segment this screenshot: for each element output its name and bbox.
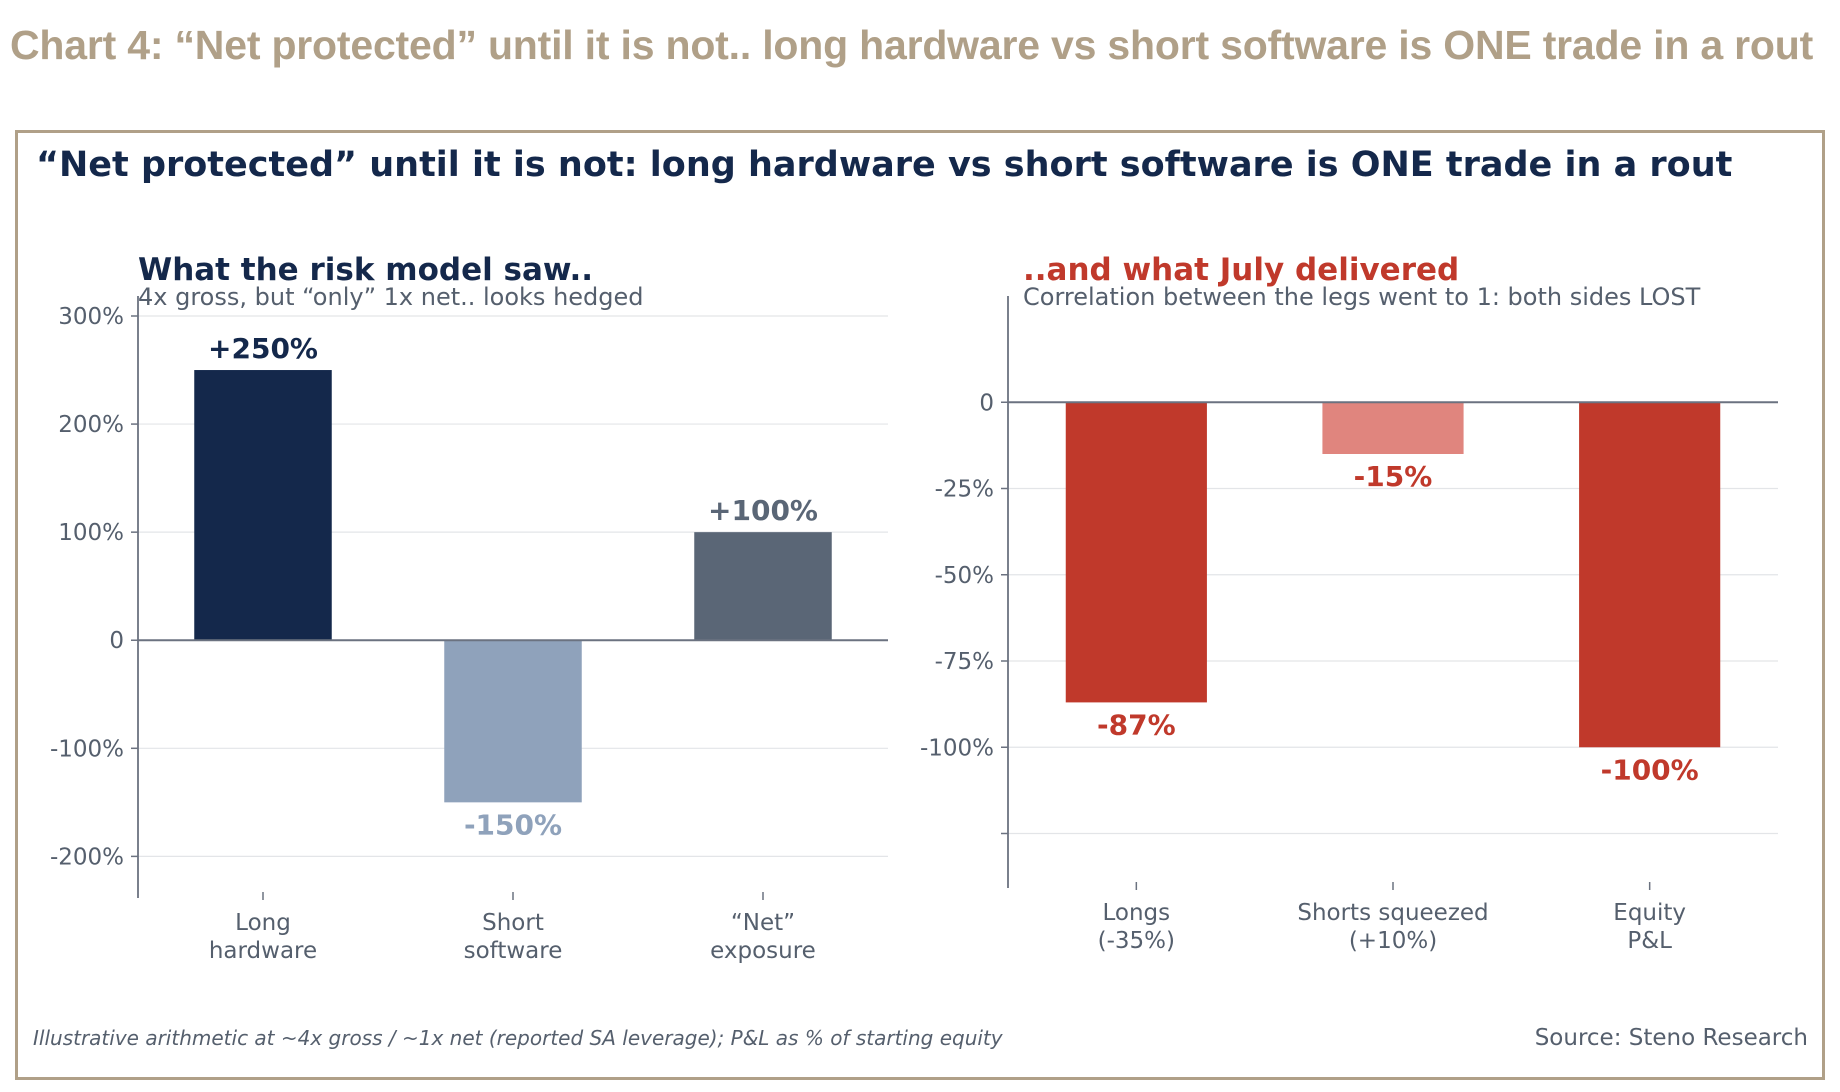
figure-frame: “Net protected” until it is not: long ha… xyxy=(15,130,1825,1080)
right-panel-title: ..and what July delivered xyxy=(1023,252,1459,288)
footnote: Illustrative arithmetic at ~4x gross / ~… xyxy=(33,1026,1004,1050)
right-category-label: (+10%) xyxy=(1349,928,1437,954)
source-note: Source: Steno Research xyxy=(1535,1025,1808,1051)
right-ytick-label: -25% xyxy=(935,477,994,503)
right-value-label: -15% xyxy=(1354,460,1433,493)
left-panel-subtitle: 4x gross, but “only” 1x net.. looks hedg… xyxy=(138,283,644,311)
left-value-label: -150% xyxy=(464,808,562,841)
left-panel: What the risk model saw.. 4x gross, but … xyxy=(50,252,888,964)
right-category-label: P&L xyxy=(1627,928,1672,954)
left-bar xyxy=(194,370,332,641)
left-category-label: Long xyxy=(235,910,291,936)
left-value-label: +250% xyxy=(208,332,318,365)
left-category-label: Short xyxy=(482,910,544,936)
left-category-label: hardware xyxy=(209,938,317,964)
right-panel: ..and what July delivered Correlation be… xyxy=(920,252,1778,954)
right-value-label: -100% xyxy=(1601,753,1699,786)
right-ytick-label: -100% xyxy=(920,735,994,761)
right-category-label: Longs xyxy=(1103,900,1171,926)
figure-title: “Net protected” until it is not: long ha… xyxy=(36,145,1732,185)
right-category-label: (-35%) xyxy=(1098,928,1175,954)
right-ytick-label: -75% xyxy=(935,649,994,675)
right-bar xyxy=(1322,402,1464,454)
left-ytick-label: 200% xyxy=(58,412,124,438)
right-ytick-label: 0 xyxy=(979,390,994,416)
left-category-label: exposure xyxy=(710,938,816,964)
right-bar xyxy=(1579,402,1721,748)
right-value-label: -87% xyxy=(1097,708,1176,741)
right-category-label: Equity xyxy=(1613,900,1686,926)
right-ytick-label: -50% xyxy=(935,563,994,589)
left-ytick-label: 300% xyxy=(58,304,124,330)
left-ytick-label: 0 xyxy=(109,628,124,654)
left-panel-title: What the risk model saw.. xyxy=(138,252,593,288)
left-ytick-label: -200% xyxy=(50,844,124,870)
page-heading: Chart 4: “Net protected” until it is not… xyxy=(10,22,1814,68)
left-category-label: “Net” xyxy=(731,910,795,936)
left-value-label: +100% xyxy=(708,494,818,527)
figure-canvas: “Net protected” until it is not: long ha… xyxy=(33,145,1808,1051)
right-bar xyxy=(1065,402,1207,703)
left-ytick-label: -100% xyxy=(50,736,124,762)
left-bar xyxy=(444,640,582,803)
left-bar xyxy=(694,532,832,641)
right-panel-subtitle: Correlation between the legs went to 1: … xyxy=(1023,283,1701,311)
left-ytick-label: 100% xyxy=(58,520,124,546)
left-category-label: software xyxy=(464,938,563,964)
right-category-label: Shorts squeezed xyxy=(1297,900,1488,926)
